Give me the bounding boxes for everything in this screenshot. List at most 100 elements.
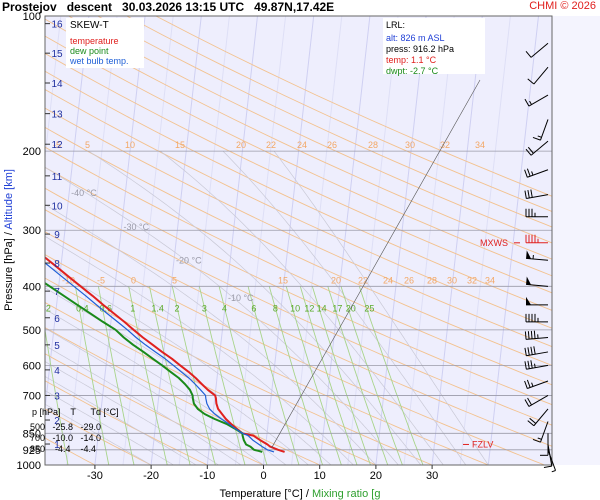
wind-barb-shaft (540, 421, 549, 443)
km-tick-label: 16 (51, 20, 63, 31)
theta-label: 10 (125, 140, 135, 150)
km-tick-label: 12 (51, 140, 63, 151)
wind-barb (543, 444, 553, 469)
wind-barb-pennant (526, 276, 532, 285)
wind-barb-feather (527, 397, 532, 406)
wind-barb-feather (524, 361, 527, 370)
mixing-ratio-label: 1.4 (151, 304, 164, 314)
isotherm (94, 16, 146, 465)
isotherm (150, 16, 202, 465)
plot-frame (44, 15, 553, 466)
km-tick-label: 11 (52, 172, 63, 183)
y-tick-label: 500 (23, 325, 41, 337)
dry-adiabat (126, 16, 552, 212)
wind-barb (525, 313, 548, 323)
mixing-ratio-label: 2 (175, 304, 180, 314)
y-tick-label: 600 (23, 360, 41, 372)
y-tick-label: 1000 (17, 460, 41, 472)
mixing-ratio-label: 25 (364, 304, 374, 314)
theta-label: 20 (331, 275, 341, 285)
legend-item-dew-point: dew point (70, 46, 109, 56)
wind-barb-shaft (526, 194, 549, 199)
theta-label: 30 (447, 275, 457, 285)
y-axis-label: Pressure [hPa] / Altitude [km] (3, 169, 15, 311)
y-tick-label: 300 (23, 225, 41, 237)
wind-barb-feather (527, 331, 530, 340)
sounding-table-row: 850 -4.4 -4.4 (30, 444, 97, 454)
x-tick-label: 20 (370, 470, 382, 482)
wind-barb-feather (533, 346, 536, 355)
sounding-table-row: 700 -10.0 -14.0 (30, 433, 102, 443)
isotherm-label: -10 °C (228, 293, 254, 303)
wind-barb (526, 250, 549, 261)
max-wind-label: MXWS (480, 238, 508, 248)
wind-barb (524, 395, 549, 407)
mixing-ratio-label: 0.2 (38, 304, 51, 314)
wind-barb (540, 433, 549, 456)
lrl-altitude: alt: 826 m ASL (386, 33, 445, 43)
dry-adiabat (97, 16, 552, 228)
isotherm (234, 16, 287, 465)
x-axis-label: Temperature [°C] / Mixing ratio [g (220, 488, 381, 500)
wind-barb-feather (532, 438, 541, 443)
wind-barb-feather (529, 417, 537, 424)
series-temperature-line (45, 256, 285, 453)
wind-barb (524, 346, 549, 357)
mixing-ratio-label: 4 (222, 304, 227, 314)
legend-heading: SKEW-T (70, 20, 109, 31)
wind-barb-shaft (526, 364, 549, 370)
wind-barb-pennant (526, 296, 531, 305)
km-tick-label: 1 (54, 440, 60, 451)
wind-barb-feather (525, 50, 532, 58)
theta-label: 26 (404, 275, 414, 285)
mixing-ratio-label: 0.6 (100, 304, 113, 314)
isotherm (487, 16, 539, 465)
plot-background (45, 16, 552, 465)
dry-adiabat (45, 107, 552, 348)
isotherm-label: -50 °C (18, 159, 44, 169)
theta-label: -5 (97, 275, 105, 285)
wind-barb (524, 168, 549, 178)
moist-adiabat (45, 390, 174, 465)
wind-barb (524, 330, 549, 340)
series-wet-bulb-temp-line (45, 262, 275, 453)
dry-adiabat (45, 126, 552, 366)
isotherm (375, 16, 427, 465)
wind-barb-feather (530, 346, 533, 355)
wind-barb (524, 360, 549, 370)
freezing-level-label: FZLV (472, 439, 493, 449)
wind-barb-half-feather (529, 100, 532, 105)
isotherm (459, 16, 511, 465)
wind-barb (532, 421, 549, 443)
x-tick-label: 10 (314, 470, 326, 482)
wind-barb-pennant (526, 250, 532, 259)
km-tick-label: 10 (51, 201, 63, 212)
theta-label: 26 (327, 140, 337, 150)
theta-label: 34 (485, 275, 495, 285)
copyright-label: CHMI © 2026 (529, 0, 596, 12)
wind-barb-shaft (527, 380, 549, 389)
km-tick-label: 14 (51, 79, 63, 90)
wind-barb-shaft (528, 94, 549, 107)
wind-barb (532, 119, 549, 141)
dry-adiabat (155, 16, 552, 197)
lrl-heading: LRL: (386, 20, 406, 30)
wind-barb-shaft (527, 169, 549, 178)
x-tick-label: 30 (426, 470, 438, 482)
mixing-ratio-label: 17 (332, 304, 342, 314)
theta-label: 20 (236, 140, 246, 150)
isotherm (45, 16, 62, 162)
wind-barb-feather (524, 399, 530, 407)
plot-area: -80 °C-70 °C-60 °C-50 °C-40 °C-30 °C-20 … (18, 16, 552, 465)
isotherm (66, 16, 118, 465)
wind-barb-feather (533, 330, 536, 339)
isotherm-label: -20 °C (176, 255, 202, 265)
theta-label: 0 (131, 275, 136, 285)
wind-barb-feather (527, 78, 535, 85)
isotherm (206, 16, 258, 465)
y-tick-label: 100 (23, 11, 41, 23)
km-tick-label: 3 (54, 391, 60, 402)
wind-barb (524, 379, 549, 389)
y-tick-label: 925 (23, 445, 41, 457)
